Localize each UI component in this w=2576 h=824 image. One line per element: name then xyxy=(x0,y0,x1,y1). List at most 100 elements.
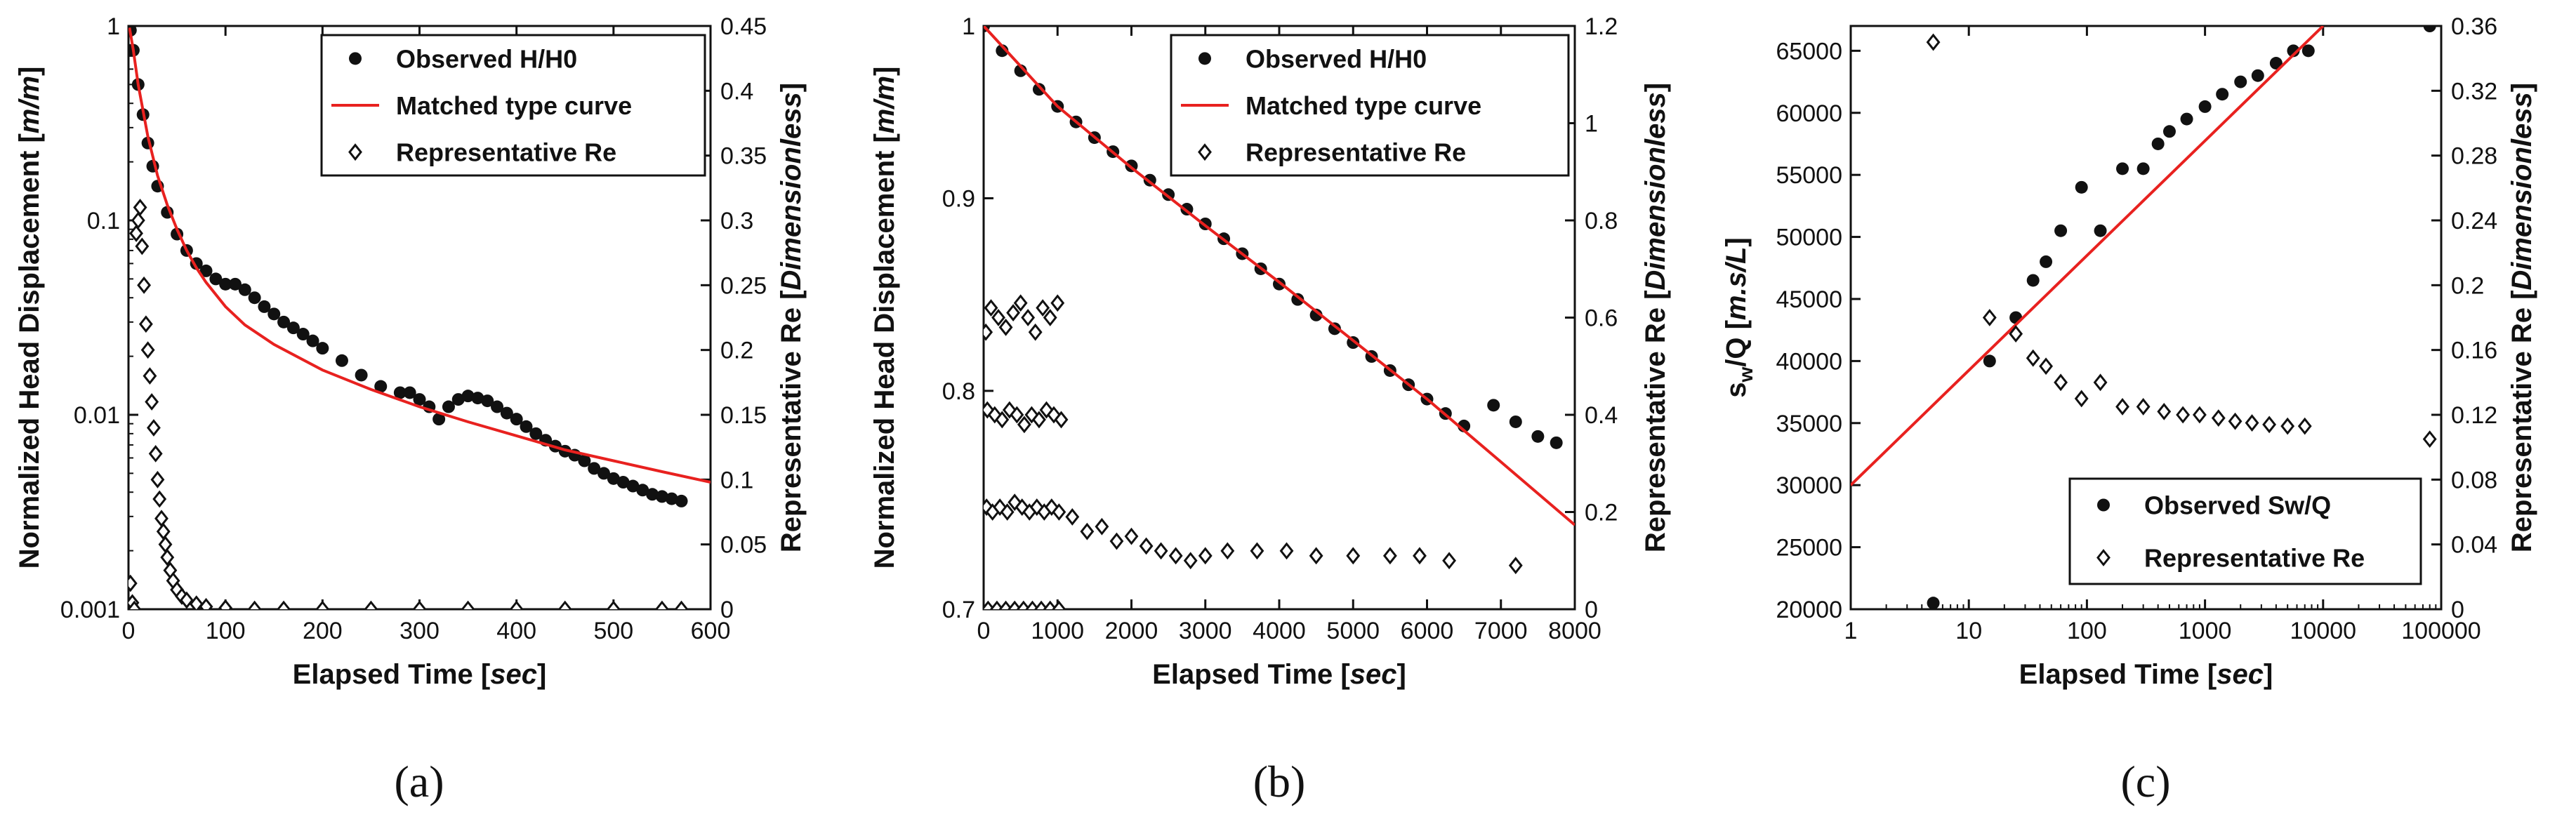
y2-tick-label: 0.08 xyxy=(2451,467,2497,493)
y-tick-label: 0.01 xyxy=(74,402,120,429)
point-re xyxy=(1052,503,1066,521)
point-re xyxy=(2074,390,2089,408)
point-re xyxy=(1124,527,1139,545)
y2-tick-label: 0.36 xyxy=(2451,13,2497,40)
legend-marker-dot xyxy=(2097,498,2110,512)
x-tick-label: 2000 xyxy=(1105,618,1158,644)
point-observed xyxy=(578,454,591,467)
point-re xyxy=(1025,600,1040,609)
point-re xyxy=(277,600,291,609)
x-axis-label: Elapsed Time [sec] xyxy=(2019,659,2273,690)
y-axis-label-s: s xyxy=(1721,383,1752,398)
y-tick-label: 0.8 xyxy=(942,378,975,405)
chart-b: 0 1000 2000 3000 4000 5000 6000 7000 8000 1 0.9 0.8… xyxy=(869,13,1671,806)
point-re xyxy=(199,597,213,609)
point-re xyxy=(1050,294,1065,312)
point-re xyxy=(160,548,175,566)
point-observed xyxy=(355,368,368,382)
data-layer xyxy=(984,26,1575,609)
x-tick-label: 0 xyxy=(122,618,136,644)
point-re xyxy=(150,470,165,489)
point-re xyxy=(131,211,145,230)
point-re xyxy=(1508,557,1523,575)
point-observed xyxy=(238,283,251,296)
point-re xyxy=(1032,411,1046,429)
series-line-matched xyxy=(128,27,711,484)
data-layer xyxy=(1851,26,2437,609)
y2-tick-label: 0.2 xyxy=(2451,272,2484,299)
legend-label: Matched type curve xyxy=(1246,91,1481,120)
point-observed xyxy=(228,277,242,291)
point-observed xyxy=(2075,180,2088,194)
y-tick-label: 1 xyxy=(962,13,975,40)
x-axis-label-end: ] xyxy=(537,659,546,690)
point-observed xyxy=(510,413,523,426)
point-re xyxy=(247,600,262,609)
point-observed xyxy=(665,492,678,505)
point-observed xyxy=(316,342,329,355)
series-line-matched xyxy=(984,26,1575,526)
y2-tick-label: 0.15 xyxy=(720,402,767,429)
point-re xyxy=(2228,412,2243,430)
point-observed xyxy=(248,291,261,305)
point-re xyxy=(2026,349,2040,367)
point-re xyxy=(1034,600,1049,609)
point-re xyxy=(1028,323,1043,341)
point-re xyxy=(654,600,669,609)
y2-axis-label-unit: Dimensionless xyxy=(2506,92,2537,290)
point-re xyxy=(998,600,1013,609)
y-axis-label-unit: m/m xyxy=(869,76,900,133)
point-observed xyxy=(2094,224,2107,237)
x-tick-label: 100 xyxy=(2067,618,2107,644)
point-re xyxy=(1047,406,1061,424)
point-observed xyxy=(471,392,484,405)
y-tick-label: 45000 xyxy=(1776,286,1842,313)
x-axis-label-text: Elapsed Time [ xyxy=(1152,659,1350,690)
point-re xyxy=(1168,547,1183,565)
panel-caption: (c) xyxy=(2120,757,2170,806)
point-observed xyxy=(296,328,310,341)
point-observed xyxy=(2301,44,2315,58)
x-axis-label: Elapsed Time [sec] xyxy=(293,659,547,690)
point-observed xyxy=(219,277,232,291)
point-re xyxy=(154,510,169,528)
point-re xyxy=(984,401,995,419)
point-re xyxy=(995,411,1010,429)
y2-axis-label-text: Representative Re [ xyxy=(776,291,807,552)
y2-tick-label: 0.12 xyxy=(2451,402,2497,429)
legend-box xyxy=(1170,34,1570,177)
y-tick-label: 30000 xyxy=(1776,472,1842,499)
point-re xyxy=(1043,309,1057,326)
point-re xyxy=(1309,547,1323,565)
y2-tick-label: 0.8 xyxy=(1585,208,1618,234)
legend-marker-dot xyxy=(349,52,362,65)
point-re xyxy=(1279,542,1294,560)
point-re xyxy=(1346,547,1361,565)
x-tick-label: 500 xyxy=(593,618,633,644)
point-re xyxy=(2280,417,2295,435)
y2-axis-label-end: ] xyxy=(776,83,807,92)
point-observed xyxy=(306,334,319,347)
point-re xyxy=(984,498,994,516)
y2-tick-label: 0.2 xyxy=(1585,500,1618,526)
point-re xyxy=(218,599,233,609)
point-re xyxy=(128,574,138,592)
y-axis-label-unit: m.s/L xyxy=(1721,247,1752,320)
x-tick-label: 3000 xyxy=(1179,618,1232,644)
point-re xyxy=(412,600,427,609)
point-re xyxy=(990,600,1004,609)
y-tick-label: 40000 xyxy=(1776,348,1842,375)
point-re xyxy=(1008,600,1022,609)
point-observed xyxy=(2026,274,2040,287)
chart-c: 1 10 100 1000 10000 100000 65000 60000 55000 5000… xyxy=(1721,13,2537,806)
legend: Observed H/H0 Matched type curve Represent… xyxy=(1170,34,1570,177)
point-observed xyxy=(2151,137,2165,150)
x-tick-label: 200 xyxy=(303,618,343,644)
point-observed xyxy=(655,490,668,503)
x-axis-label-end: ] xyxy=(2264,659,2273,690)
point-observed xyxy=(2198,100,2212,113)
point-observed xyxy=(675,494,688,507)
point-re xyxy=(2093,373,2108,392)
point-re xyxy=(991,309,1005,326)
y-axis-label-sub: w xyxy=(1735,367,1757,383)
